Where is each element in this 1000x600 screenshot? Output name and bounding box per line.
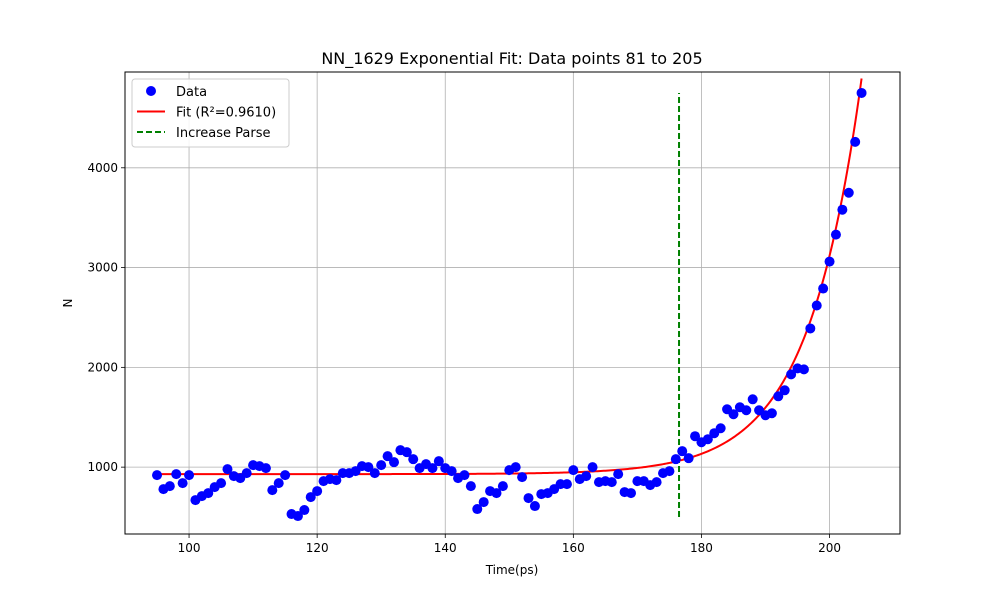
data-point <box>587 462 598 473</box>
data-point <box>401 447 412 458</box>
legend-label: Data <box>176 85 207 100</box>
data-point <box>818 283 829 294</box>
y-tick-label: 1000 <box>87 460 118 474</box>
data-point <box>427 463 438 474</box>
data-point <box>856 87 867 98</box>
data-point <box>497 481 508 492</box>
data-point <box>273 478 284 489</box>
data-point <box>389 457 400 468</box>
data-point <box>715 423 726 434</box>
plot-frame <box>124 71 901 535</box>
data-point <box>728 409 739 420</box>
data-point <box>292 511 303 522</box>
data-point <box>766 408 777 419</box>
data-point <box>843 187 854 198</box>
x-tick-label: 100 <box>178 541 201 555</box>
chart-title: NN_1629 Exponential Fit: Data points 81 … <box>321 49 702 69</box>
tick-layer: 100 120 140 160 180 200 1000 2000 3000 4000 <box>87 161 841 555</box>
data-point <box>606 477 617 488</box>
data-point <box>786 369 797 380</box>
legend-marker-data <box>146 86 156 96</box>
data-point <box>561 479 572 490</box>
data-point <box>581 471 592 482</box>
y-tick-label: 3000 <box>87 261 118 275</box>
y-tick-label: 2000 <box>87 360 118 374</box>
data-point <box>529 501 540 512</box>
data-point <box>203 488 214 499</box>
data-point <box>446 466 457 477</box>
data-point <box>222 464 233 475</box>
y-tick-label: 4000 <box>87 161 118 175</box>
data-point <box>184 470 195 481</box>
data-point <box>241 468 252 479</box>
data-point <box>216 478 227 489</box>
data-point <box>677 446 688 457</box>
data-point <box>152 470 163 481</box>
legend-label: Fit (R²=0.9610) <box>176 106 276 121</box>
data-point <box>613 469 624 480</box>
data-point <box>651 477 662 488</box>
plot-layer <box>152 78 867 522</box>
data-point <box>331 475 342 486</box>
data-point <box>382 451 393 462</box>
data-point <box>491 488 502 499</box>
data-point <box>690 431 701 442</box>
data-point <box>683 453 694 464</box>
data-point <box>376 460 387 471</box>
data-point <box>664 466 675 477</box>
data-point <box>523 493 534 504</box>
data-point <box>478 497 489 508</box>
data-point <box>773 391 784 402</box>
data-point <box>805 323 816 334</box>
data-point <box>465 481 476 492</box>
data-point <box>741 405 752 416</box>
data-point <box>702 434 713 445</box>
data-point <box>299 505 310 516</box>
data-point <box>830 229 841 240</box>
data-point <box>408 454 419 465</box>
data-point <box>747 394 758 405</box>
data-point <box>510 462 521 473</box>
data-point <box>625 488 636 499</box>
data-point <box>811 300 822 311</box>
data-point <box>369 468 380 479</box>
data-point <box>363 462 374 473</box>
data-point <box>280 470 291 481</box>
data-point <box>850 136 861 147</box>
data-point <box>177 478 188 489</box>
x-tick-label: 200 <box>818 541 841 555</box>
data-point <box>670 454 681 465</box>
data-point <box>267 485 278 496</box>
data-point <box>568 465 579 476</box>
data-point <box>517 472 528 483</box>
data-point <box>779 385 790 396</box>
data-point <box>459 470 470 481</box>
data-point <box>433 456 444 467</box>
data-point <box>260 463 271 474</box>
legend: Data Fit (R²=0.9610) Increase Parse <box>131 78 290 148</box>
data-point <box>164 481 175 492</box>
data-point <box>798 364 809 375</box>
y-axis-label: N <box>61 299 75 308</box>
data-point <box>171 469 182 480</box>
data-point <box>312 486 323 497</box>
legend-label: Increase Parse <box>176 126 271 141</box>
x-tick-label: 140 <box>434 541 457 555</box>
data-point <box>305 492 316 503</box>
x-axis-label: Time(ps) <box>485 563 539 577</box>
legend-box <box>131 78 290 148</box>
data-point <box>824 256 835 267</box>
grid-layer <box>125 72 900 534</box>
data-point <box>472 504 483 515</box>
x-tick-label: 160 <box>562 541 585 555</box>
data-point <box>837 204 848 215</box>
x-tick-label: 180 <box>690 541 713 555</box>
x-tick-label: 120 <box>306 541 329 555</box>
